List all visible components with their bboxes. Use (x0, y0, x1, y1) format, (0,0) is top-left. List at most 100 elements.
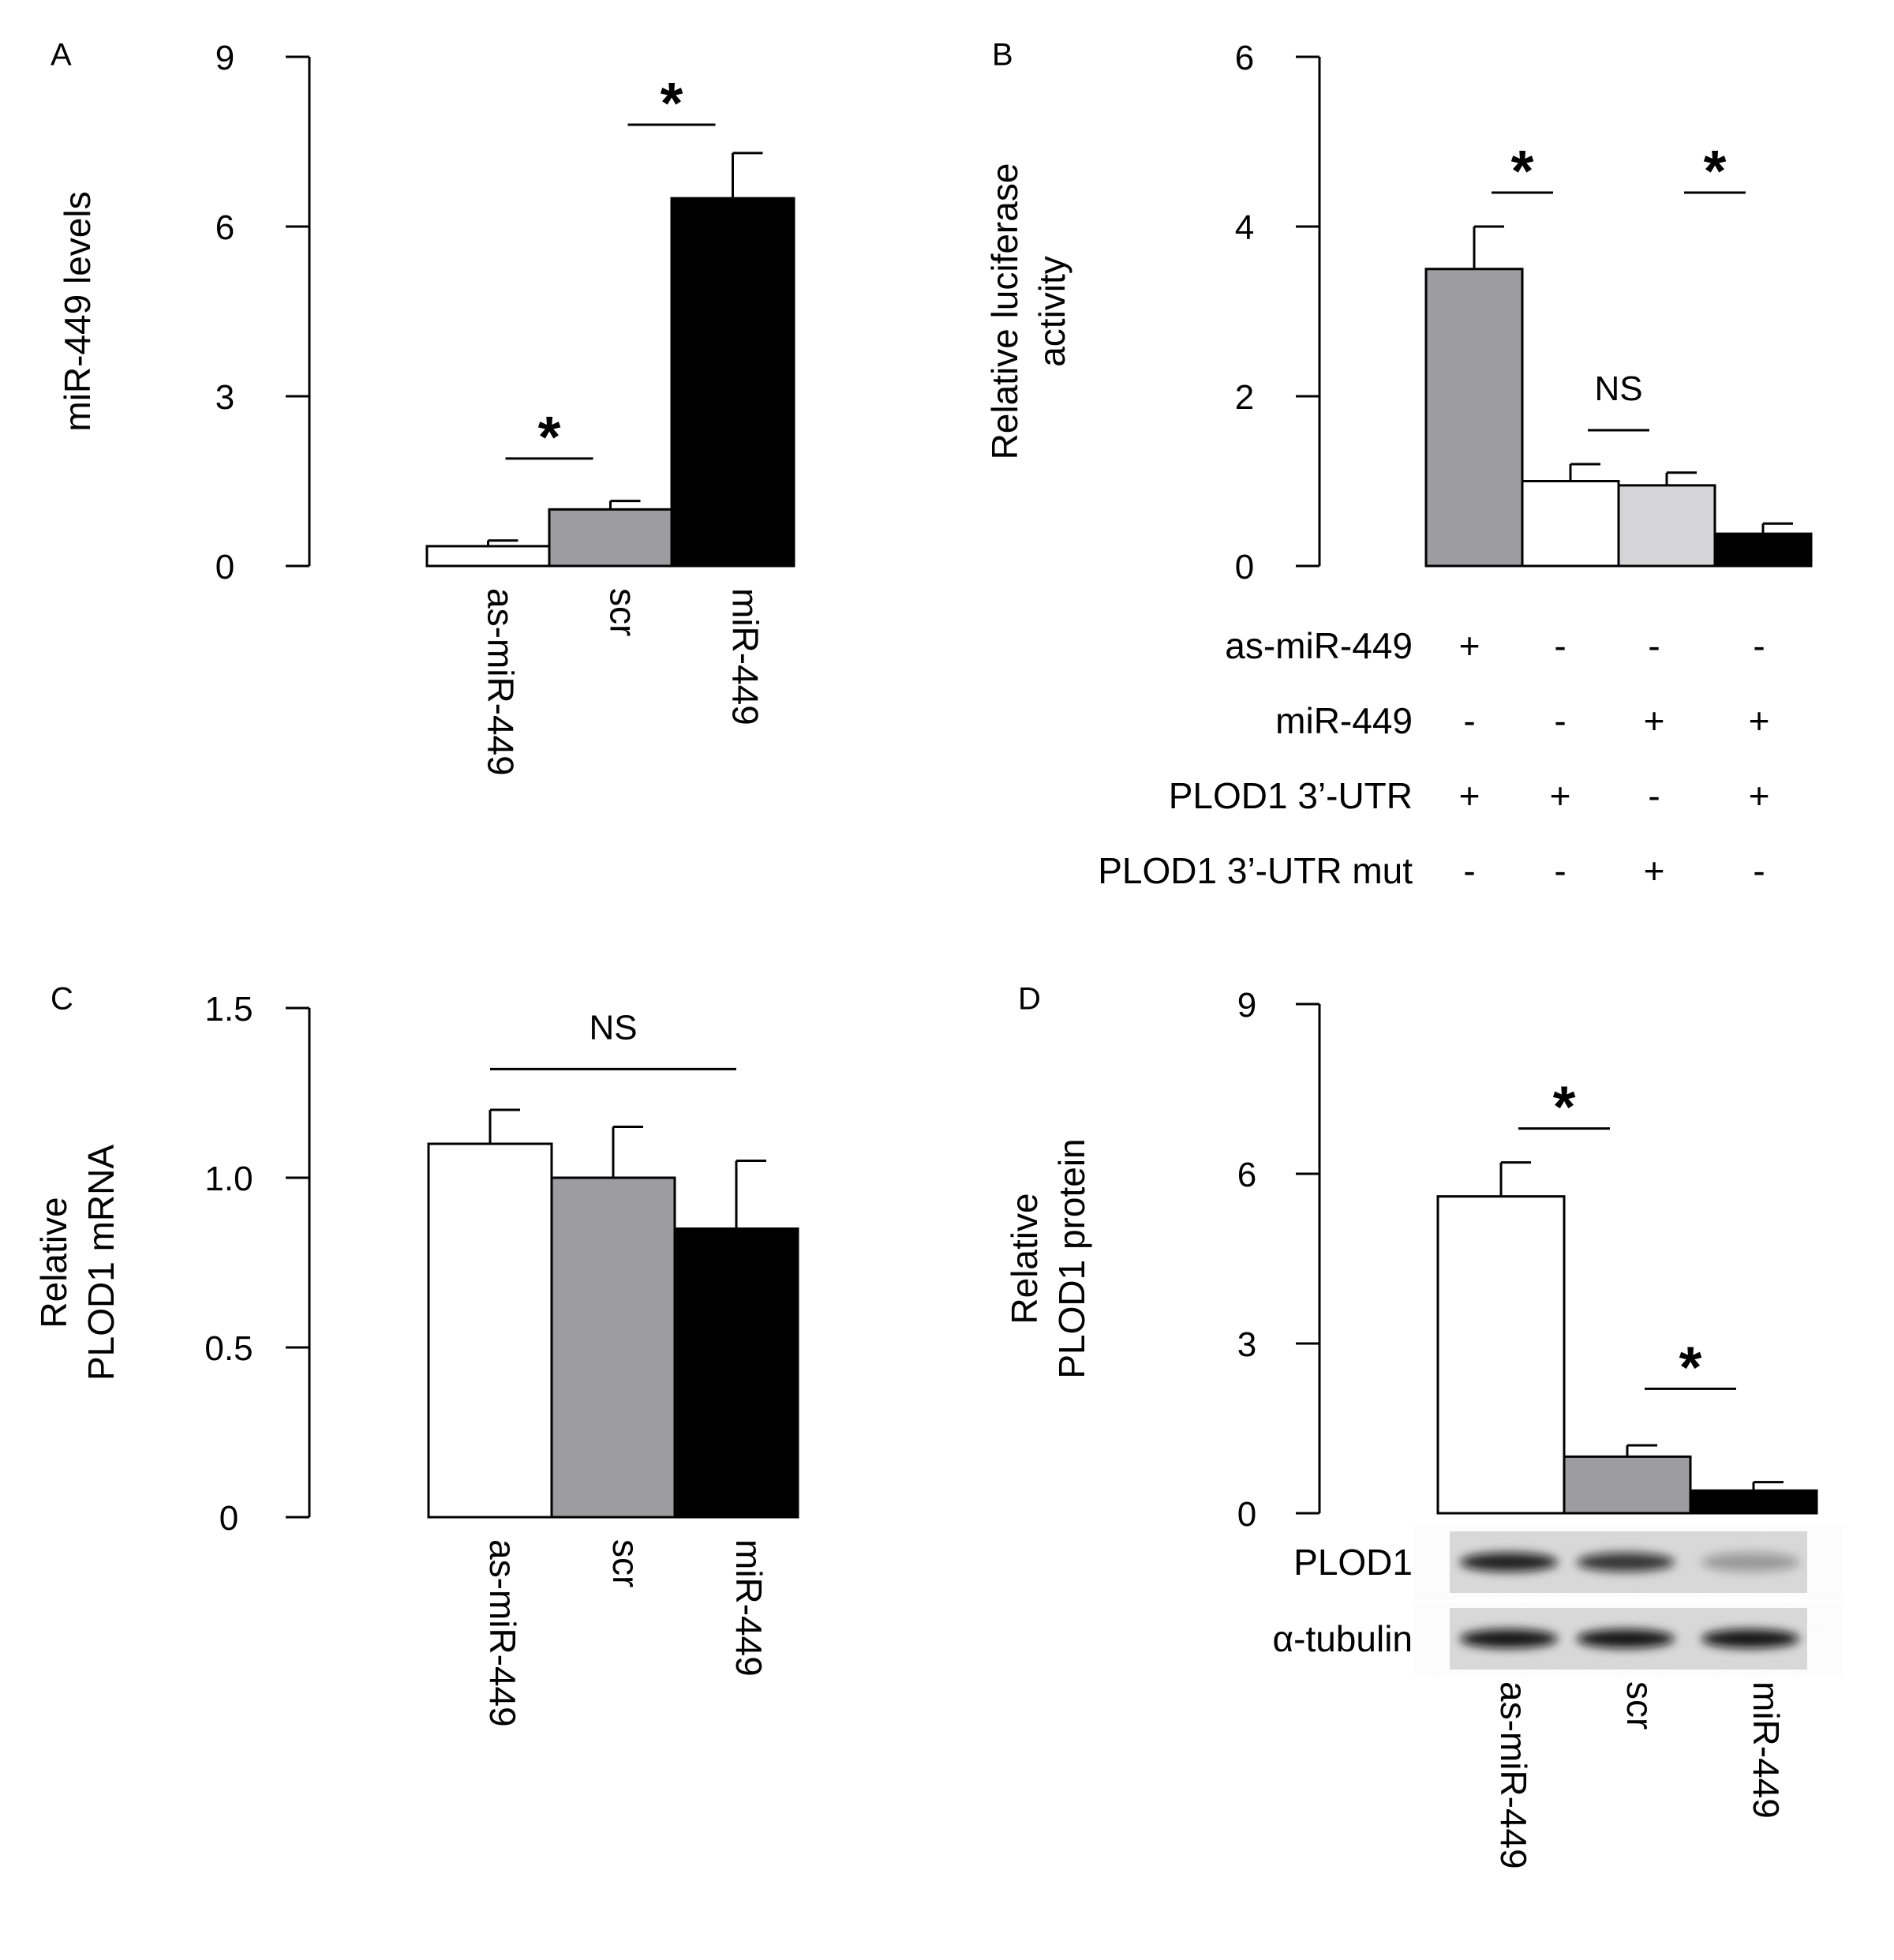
x-tick-label-text: scr (602, 588, 643, 636)
blot-band (1460, 1629, 1558, 1648)
panel-c: C 0 0.5 1.0 1.5 Relative PLOD1 mRNA NS as-miR-44… (33, 982, 799, 1727)
y-axis-label-line: PLOD1 protein (1051, 1138, 1092, 1378)
y-tick-label: 6 (215, 208, 234, 247)
y-axis-label-line: miR-449 levels (57, 191, 98, 431)
bar (670, 197, 795, 568)
y-tick-label: 3 (1237, 1325, 1256, 1364)
y-tick-label: 4 (1235, 208, 1254, 247)
y-tick-label: 1.0 (204, 1160, 253, 1198)
significance-label: * (1704, 138, 1727, 204)
panel-b: B 0 2 4 6 Relative luciferase activity * NS * as-m… (984, 38, 1813, 891)
condition-mark: + (1644, 700, 1665, 741)
x-tick-label: scr (602, 588, 643, 636)
significance-label: * (1511, 138, 1534, 204)
y-axis-label-line: Relative luciferase (984, 163, 1025, 460)
x-tick-label: miR-449 (1746, 1681, 1787, 1819)
bar (427, 1142, 553, 1519)
x-tick-label: as-miR-449 (482, 1539, 523, 1727)
y-tick-label: 0.5 (204, 1329, 253, 1368)
bar (1521, 480, 1620, 568)
y-tick-label: 9 (215, 39, 234, 77)
x-tick-label-text: miR-449 (1746, 1681, 1787, 1819)
condition-mark: - (1648, 775, 1660, 816)
y-tick-label: 3 (215, 378, 234, 417)
condition-label: PLOD1 3’-UTR mut (1098, 850, 1413, 891)
y-axis-label-line: activity (1031, 256, 1072, 367)
y-axis-label: Relative luciferase activity (984, 163, 1072, 460)
condition-label: miR-449 (1275, 700, 1413, 741)
x-tick-label: as-miR-449 (480, 588, 521, 776)
x-tick-label: as-miR-449 (1493, 1681, 1534, 1869)
bar (1689, 1489, 1818, 1515)
x-tick-label: miR-449 (728, 1539, 769, 1677)
panel-letter: A (51, 38, 72, 73)
condition-mark: - (1753, 625, 1765, 666)
y-tick-label: 6 (1237, 1156, 1256, 1194)
condition-mark: + (1749, 700, 1770, 741)
x-tick-label-text: scr (1619, 1681, 1660, 1730)
bar (425, 545, 551, 568)
blot-label: PLOD1 (1293, 1542, 1413, 1583)
condition-label: as-miR-449 (1225, 625, 1413, 666)
x-tick-label-text: as-miR-449 (482, 1539, 523, 1727)
panel-d: D 0 3 6 9 Relative PLOD1 protein * * as-miR-449 sc… (1004, 982, 1818, 1869)
y-axis-label: Relative PLOD1 protein (1004, 1138, 1092, 1378)
x-tick-label-text: as-miR-449 (1493, 1681, 1534, 1869)
y-tick-label: 1.5 (204, 990, 253, 1029)
condition-label: PLOD1 3’-UTR (1169, 775, 1413, 816)
bar (1617, 484, 1716, 568)
significance-label: * (1679, 1334, 1702, 1400)
y-tick-label: 0 (1235, 548, 1254, 587)
condition-mark: + (1749, 775, 1770, 816)
panel-letter: D (1018, 982, 1041, 1017)
y-tick-label: 6 (1235, 39, 1254, 77)
blot-band (1577, 1629, 1675, 1648)
y-tick-label: 0 (1237, 1495, 1256, 1534)
blot-band (1701, 1553, 1799, 1572)
panel-a: A 0 3 6 9 miR-449 levels * * as-miR-449 scr miR-44… (51, 38, 795, 776)
bar (550, 1176, 676, 1519)
significance-label: * (1553, 1074, 1576, 1140)
x-tick-label-text: miR-449 (724, 588, 765, 725)
x-tick-label-text: scr (605, 1539, 646, 1587)
x-tick-label: scr (1619, 1681, 1660, 1730)
condition-mark: - (1463, 850, 1475, 891)
bar (1713, 532, 1813, 568)
panel-letter: B (992, 38, 1013, 73)
y-axis-label-line: Relative (33, 1197, 74, 1328)
y-axis-label-line: PLOD1 mRNA (80, 1145, 122, 1381)
panel-letter: C (51, 982, 73, 1017)
condition-mark: + (1550, 775, 1571, 816)
blot-band (1577, 1553, 1675, 1572)
bar (1436, 1195, 1566, 1515)
y-tick-label: 2 (1235, 378, 1254, 417)
condition-mark: - (1554, 625, 1566, 666)
condition-mark: - (1554, 850, 1566, 891)
significance-label: * (538, 404, 561, 470)
condition-mark: - (1554, 700, 1566, 741)
condition-mark: - (1648, 625, 1660, 666)
y-axis-label: Relative PLOD1 mRNA (33, 1145, 122, 1381)
y-axis-label-line: Relative (1004, 1193, 1045, 1324)
y-tick-label: 0 (215, 548, 234, 587)
condition-mark: + (1459, 775, 1480, 816)
blot-band (1460, 1553, 1558, 1572)
condition-mark: - (1463, 700, 1475, 741)
x-tick-label-text: miR-449 (728, 1539, 769, 1677)
x-tick-label-text: as-miR-449 (480, 588, 521, 776)
blot-label: α-tubulin (1273, 1618, 1413, 1659)
y-axis-label: miR-449 levels (57, 191, 98, 431)
significance-label: * (661, 70, 683, 136)
bar (1563, 1455, 1692, 1515)
x-tick-label: miR-449 (724, 588, 765, 725)
x-tick-label: scr (605, 1539, 646, 1587)
blot-band (1701, 1629, 1799, 1648)
bar (673, 1227, 799, 1519)
condition-mark: - (1753, 850, 1765, 891)
bar (1424, 268, 1524, 568)
y-tick-label: 0 (219, 1499, 238, 1538)
y-tick-label: 9 (1237, 986, 1256, 1025)
bar (548, 508, 673, 568)
condition-mark: + (1644, 850, 1665, 891)
